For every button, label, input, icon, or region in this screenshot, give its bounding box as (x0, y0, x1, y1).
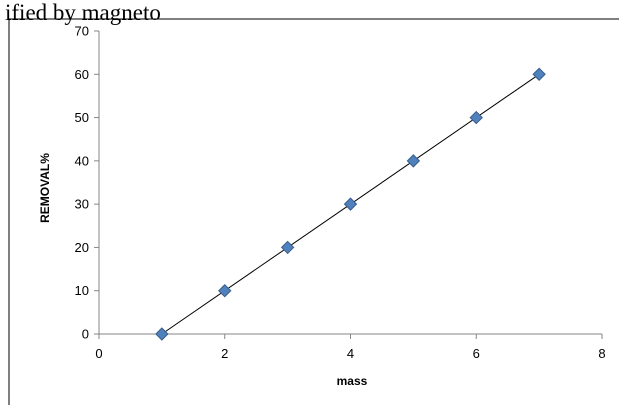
y-tick-label: 10 (75, 283, 89, 298)
x-tick-label: 4 (347, 346, 354, 361)
y-axis-title: REMOVAL% (38, 153, 52, 223)
data-point (218, 284, 232, 298)
data-point (532, 67, 546, 81)
y-tick-label: 60 (75, 67, 89, 82)
y-tick-label: 50 (75, 110, 89, 125)
y-tick-label: 20 (75, 240, 89, 255)
x-tick-label: 2 (221, 346, 228, 361)
data-point (343, 197, 358, 211)
y-tick-label: 40 (75, 153, 89, 168)
caption-fragment: ified by magneto (5, 0, 161, 25)
x-axis-title: mass (337, 374, 368, 388)
data-point (280, 240, 295, 255)
x-axis-ticks: 0 2 4 6 8 (95, 334, 606, 361)
x-tick-label: 0 (95, 346, 102, 361)
axes (98, 31, 602, 335)
x-tick-label: 6 (473, 346, 480, 361)
data-points (155, 67, 546, 341)
x-tick-label: 8 (598, 346, 605, 361)
y-tick-label: 0 (82, 327, 89, 342)
data-point (155, 327, 169, 341)
data-point (406, 154, 421, 168)
data-point (469, 110, 483, 125)
y-tick-label: 30 (75, 197, 89, 212)
y-tick-label: 70 (75, 24, 89, 39)
y-axis-ticks: 0 10 20 30 40 50 60 70 (75, 24, 99, 342)
plot-area: 0 10 20 30 40 50 60 70 0 2 4 6 8 (75, 24, 606, 362)
